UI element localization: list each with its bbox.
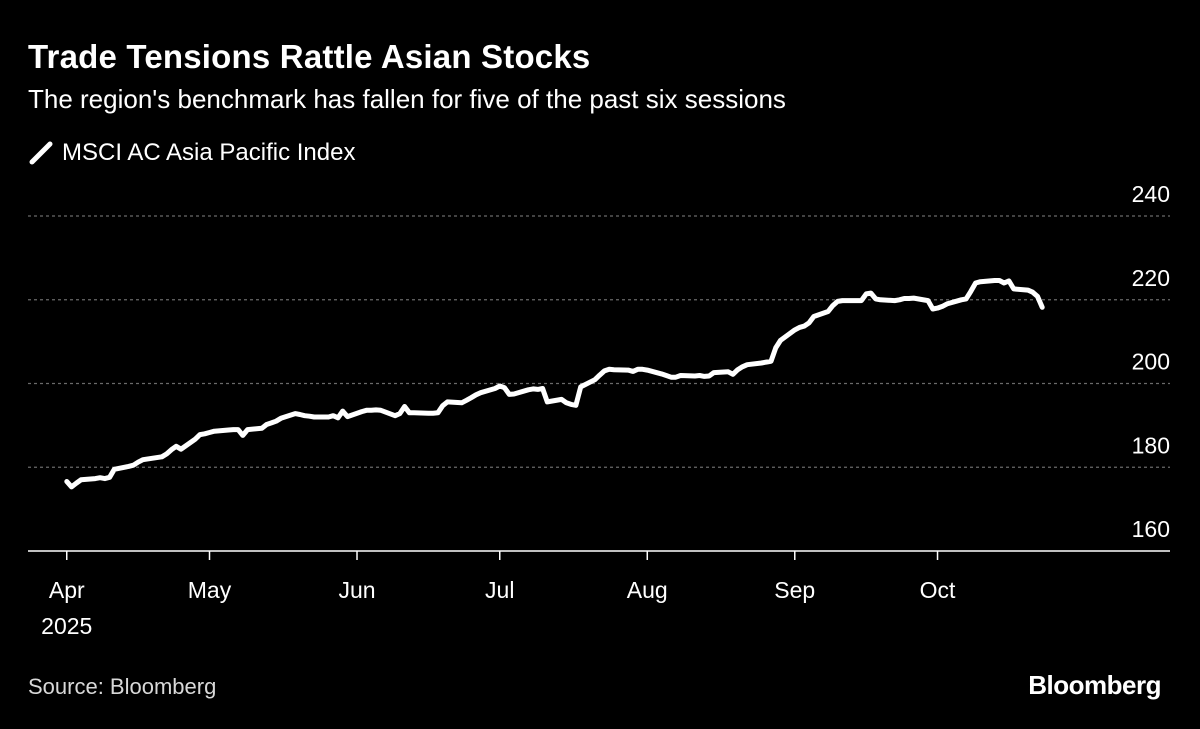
y-tick-label: 160 (1132, 516, 1170, 542)
source-note: Source: Bloomberg (28, 674, 217, 699)
x-tick-label: Oct (920, 577, 956, 603)
y-tick-label: 180 (1132, 432, 1170, 458)
chart-subtitle: The region's benchmark has fallen for fi… (28, 84, 786, 114)
x-tick-label: May (188, 577, 232, 603)
bloomberg-logo: Bloomberg (1028, 670, 1161, 700)
x-tick-label: Jun (338, 577, 375, 603)
y-tick-label: 200 (1132, 349, 1170, 375)
legend: MSCI AC Asia Pacific Index (28, 138, 355, 168)
legend-label: MSCI AC Asia Pacific Index (62, 139, 356, 166)
legend-line-icon (29, 141, 53, 165)
series-line-msci-ac-asia-pacific (64, 278, 1045, 490)
x-tick-label: Aug (627, 577, 668, 603)
x-tick-label: Jul (485, 577, 514, 603)
y-tick-label: 240 (1132, 181, 1170, 207)
y-tick-label: 220 (1132, 265, 1170, 291)
x-tick-label: Sep (774, 577, 815, 603)
x-tick-label: Apr (49, 577, 85, 603)
chart-title: Trade Tensions Rattle Asian Stocks (28, 38, 591, 75)
x-tick-sublabel: 2025 (41, 613, 92, 639)
